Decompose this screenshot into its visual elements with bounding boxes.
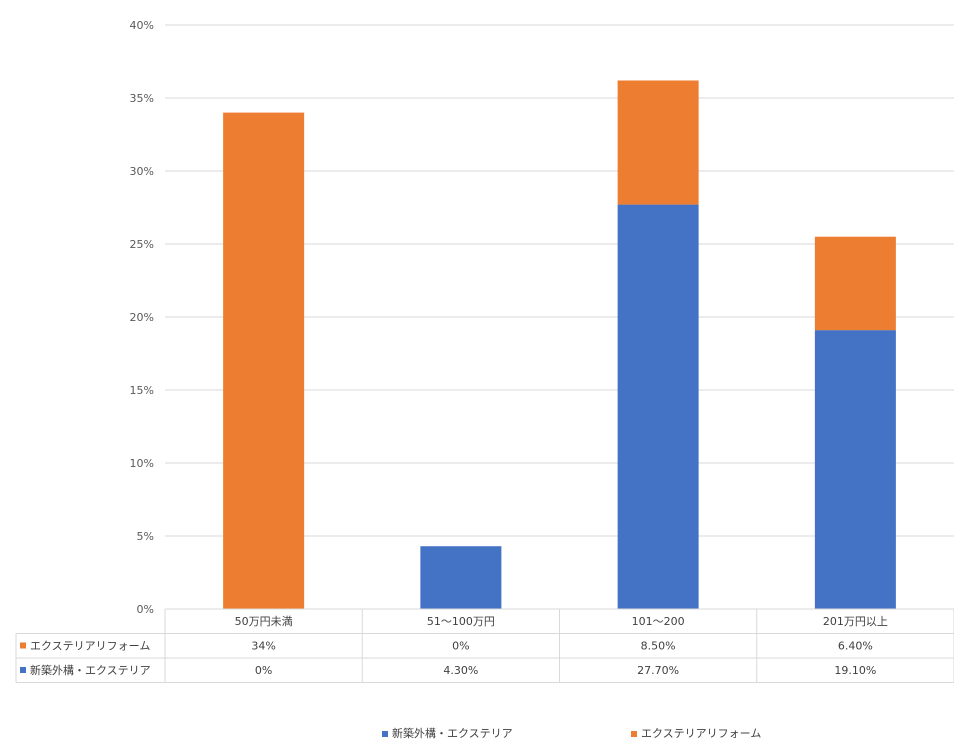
y-tick-label: 5% xyxy=(137,530,154,543)
bar-1-3 xyxy=(617,204,699,609)
table-legend-key xyxy=(20,667,26,673)
y-tick-label: 30% xyxy=(130,165,154,178)
table-row-label: 新築外構・エクステリア xyxy=(30,663,151,677)
y-tick-label: 35% xyxy=(130,92,154,105)
table-legend-key xyxy=(20,642,26,649)
data-label: 27.70% xyxy=(637,664,679,677)
data-label: 4.30% xyxy=(443,664,478,677)
data-label: 0% xyxy=(255,664,272,677)
bar-2-1 xyxy=(223,112,305,609)
bars xyxy=(223,80,896,609)
legend-marker xyxy=(382,731,388,737)
data-label: 6.40% xyxy=(838,640,873,653)
y-tick-label: 25% xyxy=(130,238,154,251)
bar-1-2 xyxy=(420,546,502,609)
data-label: 19.10% xyxy=(834,664,876,677)
x-tick-label: 50万円未満 xyxy=(235,615,293,628)
x-tick-label: 201万円以上 xyxy=(823,615,888,628)
legend: 新築外構・エクステリア エクステリアリフォーム xyxy=(382,726,761,740)
data-label: 0% xyxy=(452,640,469,653)
data-label: 8.50% xyxy=(641,640,676,653)
table-row-label: エクステリアリフォーム xyxy=(30,640,150,653)
data-label: 34% xyxy=(251,640,275,653)
y-tick-label: 15% xyxy=(130,384,154,397)
bar-2-3 xyxy=(617,80,699,205)
legend-label: 新築外構・エクステリア xyxy=(392,726,513,740)
y-axis-ticks: 0% 5% 10% 15% 20% 25% 30% 35% 40% xyxy=(130,19,154,616)
y-tick-label: 10% xyxy=(130,457,154,470)
y-tick-label: 0% xyxy=(137,603,154,616)
legend-label: エクステリアリフォーム xyxy=(641,727,761,740)
y-tick-label: 40% xyxy=(130,19,154,32)
y-tick-label: 20% xyxy=(130,311,154,324)
x-tick-label: 101〜200 xyxy=(632,615,685,628)
legend-marker xyxy=(631,731,637,737)
x-tick-label: 51〜100万円 xyxy=(427,615,495,628)
bar-1-4 xyxy=(814,330,896,609)
bar-2-4 xyxy=(814,236,896,331)
